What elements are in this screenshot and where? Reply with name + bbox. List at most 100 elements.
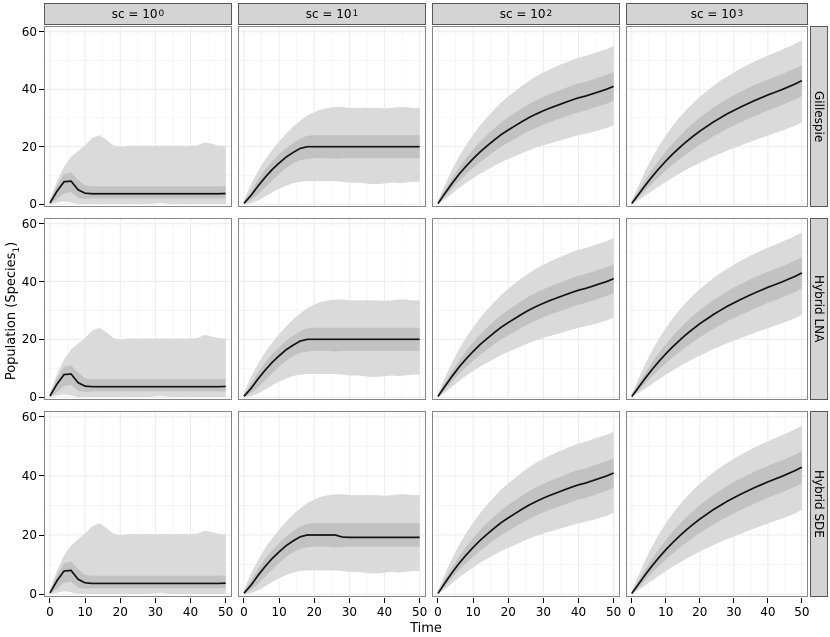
y-tick-label: 20 bbox=[21, 139, 37, 154]
facet-col-strip-0: sc = 10 0 bbox=[44, 3, 232, 25]
y-tick-mark bbox=[39, 475, 44, 477]
facet-col-label: sc = 10 bbox=[111, 7, 158, 21]
mean-line bbox=[49, 180, 226, 204]
x-tick-label: 20 bbox=[692, 605, 708, 619]
x-tick-mark bbox=[190, 598, 192, 603]
x-tick-mark bbox=[225, 598, 227, 603]
x-tick-label: 30 bbox=[147, 605, 164, 619]
x-tick-mark bbox=[542, 598, 544, 603]
ribbon-inner bbox=[243, 135, 420, 205]
x-tick-mark bbox=[154, 598, 156, 603]
y-tick-label: 40 bbox=[21, 274, 37, 289]
y-tick-mark bbox=[39, 281, 44, 283]
panel-r2c3 bbox=[626, 411, 808, 597]
x-tick-label: 20 bbox=[112, 605, 128, 619]
panel-border bbox=[238, 411, 426, 597]
panel-border bbox=[432, 411, 620, 597]
x-tick-mark bbox=[49, 598, 51, 603]
y-axis-title-close: ) bbox=[4, 241, 20, 247]
y-tick-label: 20 bbox=[21, 332, 37, 347]
x-tick-mark bbox=[313, 598, 315, 603]
mean-line bbox=[243, 145, 420, 204]
panel-r0c2 bbox=[432, 26, 620, 207]
panel-border bbox=[432, 26, 620, 207]
y-axis-title: Population (Species1) bbox=[4, 242, 22, 380]
x-tick-label: 0 bbox=[434, 605, 442, 619]
x-tick-label: 40 bbox=[182, 605, 199, 619]
y-tick-label: 40 bbox=[21, 82, 37, 97]
facet-row-label: Gillespie bbox=[812, 90, 826, 143]
y-tick-mark bbox=[39, 396, 44, 398]
x-tick-mark bbox=[665, 598, 667, 603]
x-tick-label: 0 bbox=[627, 605, 636, 619]
panel-r2c0 bbox=[44, 411, 232, 597]
mean-line bbox=[243, 338, 420, 397]
y-tick-label: 0 bbox=[29, 197, 37, 212]
y-tick-label: 40 bbox=[21, 468, 37, 483]
x-tick-label: 30 bbox=[726, 605, 742, 619]
y-axis-title-text: Population (Species bbox=[4, 252, 20, 381]
facet-col-strip-3: sc = 10 3 bbox=[626, 3, 808, 25]
x-tick-mark bbox=[348, 598, 350, 603]
panel-border bbox=[238, 26, 426, 207]
facet-col-strip-2: sc = 10 2 bbox=[432, 3, 620, 25]
panel-border bbox=[238, 218, 426, 400]
panel-r1c2 bbox=[432, 218, 620, 400]
facet-col-strip-1: sc = 10 1 bbox=[238, 3, 426, 25]
x-tick-label: 50 bbox=[606, 605, 622, 619]
ribbon-inner bbox=[437, 458, 614, 595]
y-tick-mark bbox=[39, 88, 44, 90]
panel-r0c1 bbox=[238, 26, 426, 207]
ribbon-inner bbox=[631, 451, 802, 595]
x-tick-label: 50 bbox=[794, 605, 810, 619]
x-tick-mark bbox=[801, 598, 803, 603]
panel-r2c1 bbox=[238, 411, 426, 597]
x-tick-label: 10 bbox=[658, 605, 674, 619]
x-tick-mark bbox=[84, 598, 86, 603]
facet-row-strip-1: Hybrid LNA bbox=[810, 218, 828, 400]
y-tick-label: 60 bbox=[21, 409, 37, 424]
x-tick-mark bbox=[733, 598, 735, 603]
x-axis-title: Time bbox=[410, 621, 442, 636]
panel-border bbox=[44, 218, 232, 400]
x-tick-label: 10 bbox=[465, 605, 481, 619]
y-tick-mark bbox=[39, 146, 44, 148]
facet-col-label: sc = 10 bbox=[305, 7, 352, 21]
x-tick-label: 40 bbox=[376, 605, 393, 619]
y-tick-label: 20 bbox=[21, 528, 37, 542]
y-axis-title-subscript: 1 bbox=[11, 246, 22, 253]
y-tick-mark bbox=[39, 31, 44, 33]
ribbon-inner bbox=[49, 365, 226, 398]
y-tick-mark bbox=[39, 223, 44, 225]
panel-border bbox=[432, 218, 620, 400]
mean-line bbox=[243, 534, 420, 594]
y-tick-mark bbox=[39, 338, 44, 340]
panel-border bbox=[44, 26, 232, 207]
panel-r0c3 bbox=[626, 26, 808, 207]
y-tick-mark bbox=[39, 593, 44, 595]
ribbon-inner bbox=[437, 264, 614, 398]
ribbon-inner bbox=[631, 65, 802, 205]
panel-border bbox=[626, 26, 808, 207]
x-tick-mark bbox=[419, 598, 421, 603]
x-tick-mark bbox=[767, 598, 769, 603]
panel-border bbox=[626, 218, 808, 400]
y-tick-mark bbox=[39, 534, 44, 536]
x-tick-label: 0 bbox=[46, 605, 54, 619]
ribbon-inner bbox=[243, 523, 420, 595]
y-tick-label: 60 bbox=[21, 24, 37, 39]
y-tick-label: 60 bbox=[21, 216, 37, 231]
y-tick-label: 0 bbox=[29, 390, 37, 405]
mean-line bbox=[437, 85, 614, 205]
x-tick-mark bbox=[243, 598, 245, 603]
x-tick-label: 30 bbox=[535, 605, 552, 619]
ribbon-inner bbox=[49, 172, 226, 205]
facet-row-label: Hybrid LNA bbox=[812, 275, 826, 343]
mean-line bbox=[631, 79, 803, 205]
x-tick-label: 30 bbox=[341, 605, 358, 619]
mean-line bbox=[437, 277, 614, 398]
panel-border bbox=[44, 411, 232, 597]
panel-border bbox=[626, 411, 808, 597]
facet-row-strip-0: Gillespie bbox=[810, 26, 828, 207]
